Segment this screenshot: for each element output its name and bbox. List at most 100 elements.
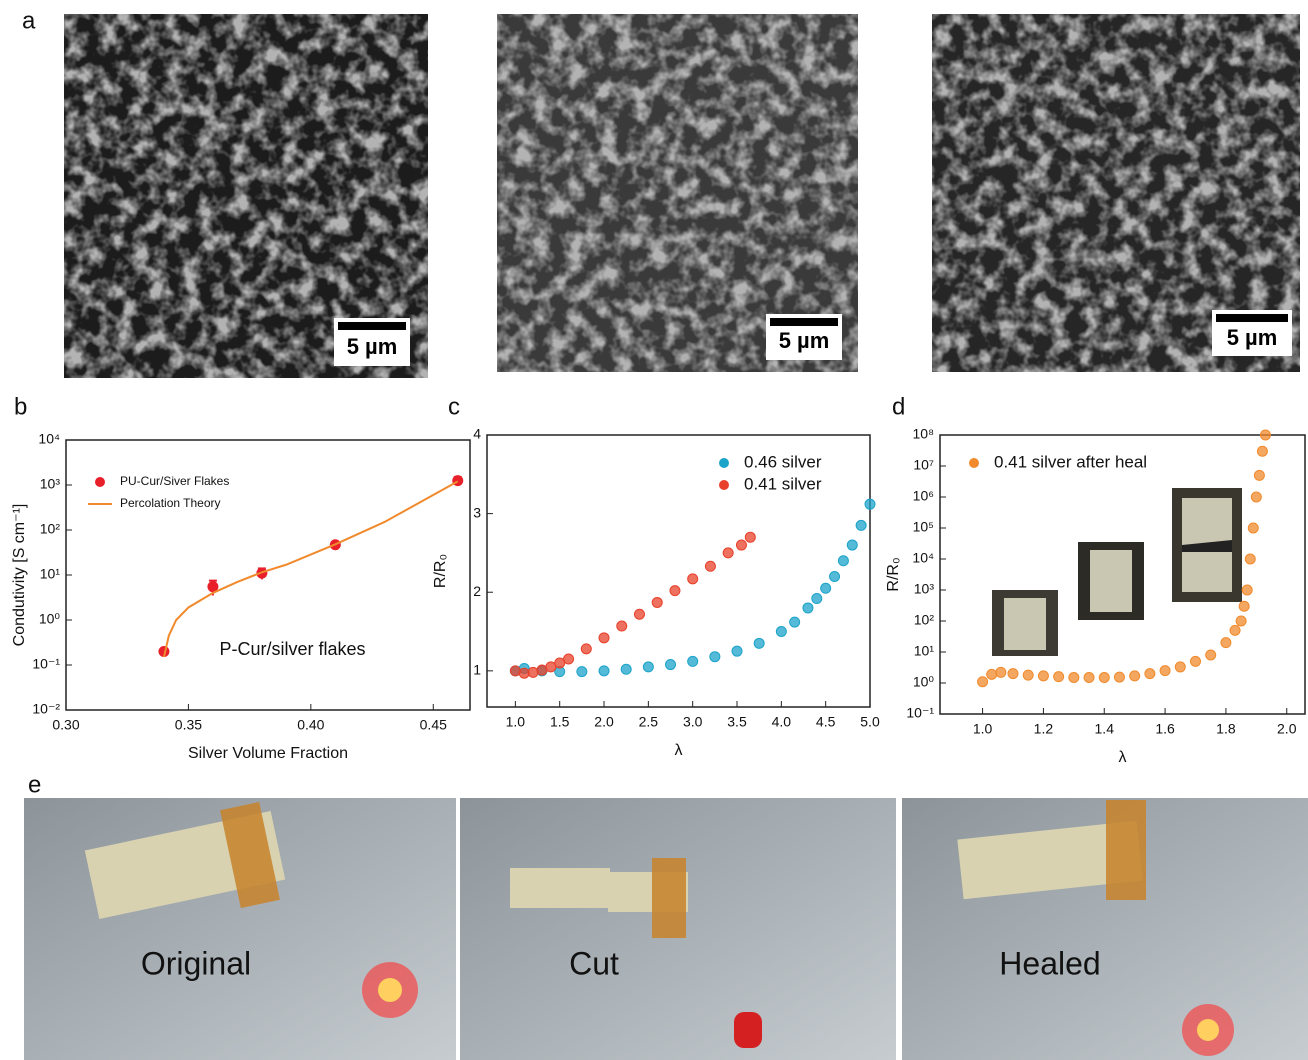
point xyxy=(856,520,866,530)
point xyxy=(1221,638,1231,648)
photo-label: Cut xyxy=(569,945,619,981)
y-tick-label: 10¹ xyxy=(40,566,61,582)
point xyxy=(1257,446,1267,456)
x-tick-label: 2.5 xyxy=(639,714,659,730)
legend-label: 0.41 silver xyxy=(744,474,822,493)
x-tick-label: 1.2 xyxy=(1034,721,1054,737)
panel-label: d xyxy=(892,393,905,420)
legend-marker xyxy=(95,477,105,487)
point xyxy=(1251,492,1261,502)
point xyxy=(865,499,875,509)
y-tick-label: 10² xyxy=(914,612,935,628)
x-tick-label: 5.0 xyxy=(860,714,880,730)
point xyxy=(1230,625,1240,635)
point xyxy=(705,561,715,571)
x-tick-label: 4.0 xyxy=(772,714,792,730)
point xyxy=(1023,670,1033,680)
point xyxy=(1099,673,1109,683)
figure: a 5 µm 5 µm 5 µm b c d e Original Cut He… xyxy=(0,0,1308,1060)
point xyxy=(1069,673,1079,683)
x-tick-label: 0.40 xyxy=(297,717,324,733)
y-tick-label: 2 xyxy=(473,583,481,599)
point xyxy=(564,654,574,664)
x-tick-label: 1.0 xyxy=(506,714,526,730)
point xyxy=(987,669,997,679)
point xyxy=(1175,662,1185,672)
x-tick-label: 3.5 xyxy=(727,714,747,730)
x-tick-label: 1.6 xyxy=(1155,721,1175,737)
point xyxy=(1242,585,1252,595)
legend-label: 0.41 silver after heal xyxy=(994,452,1147,471)
point xyxy=(1145,669,1155,679)
point xyxy=(581,644,591,654)
point xyxy=(838,556,848,566)
legend-label: Percolation Theory xyxy=(120,496,221,510)
photos: Original Cut Healed xyxy=(24,798,1308,1060)
y-tick-label: 10⁻¹ xyxy=(32,656,60,672)
y-tick-label: 10⁰ xyxy=(39,611,61,627)
point xyxy=(723,548,733,558)
x-tick-label: 4.5 xyxy=(816,714,836,730)
x-tick-label: 0.45 xyxy=(420,717,447,733)
point xyxy=(736,540,746,550)
y-axis-label: Condutivity [S cm⁻¹] xyxy=(11,504,28,647)
inset-sample xyxy=(1004,598,1046,650)
point xyxy=(208,582,218,592)
y-tick-label: 10² xyxy=(40,521,61,537)
point xyxy=(621,664,631,674)
x-axis-label: λ xyxy=(1119,749,1127,766)
legend-marker xyxy=(969,458,979,468)
point xyxy=(599,666,609,676)
scale-bar xyxy=(770,318,838,326)
point xyxy=(1054,672,1064,682)
y-axis-label: R/R₀ xyxy=(432,554,449,588)
point xyxy=(745,532,755,542)
point xyxy=(1130,671,1140,681)
x-axis-label: λ xyxy=(675,742,683,759)
x-tick-label: 1.8 xyxy=(1216,721,1236,737)
x-tick-label: 0.30 xyxy=(52,717,79,733)
scale-bar xyxy=(338,322,406,330)
scale-label: 5 µm xyxy=(779,328,830,353)
y-tick-label: 10³ xyxy=(40,476,61,492)
x-tick-label: 2.0 xyxy=(594,714,614,730)
panel-label: b xyxy=(14,393,27,420)
point xyxy=(1114,672,1124,682)
panel-label: a xyxy=(22,7,36,34)
point xyxy=(599,633,609,643)
y-tick-label: 3 xyxy=(473,504,481,520)
annotation: P-Cur/silver flakes xyxy=(220,639,366,659)
point xyxy=(666,660,676,670)
legend-label: 0.46 silver xyxy=(744,452,822,471)
point xyxy=(978,677,988,687)
photo-label: Original xyxy=(141,945,251,981)
point xyxy=(1084,673,1094,683)
point xyxy=(812,594,822,604)
point xyxy=(1239,601,1249,611)
point xyxy=(670,586,680,596)
y-tick-label: 10⁵ xyxy=(913,519,934,535)
foil xyxy=(510,868,610,908)
y-tick-label: 10⁴ xyxy=(38,431,60,447)
point xyxy=(1236,616,1246,626)
sem-images: 5 µm 5 µm 5 µm xyxy=(64,14,1300,378)
scale-label: 5 µm xyxy=(347,334,398,359)
y-tick-label: 10⁴ xyxy=(912,550,934,566)
point xyxy=(803,603,813,613)
point xyxy=(1248,523,1258,533)
point xyxy=(617,621,627,631)
point xyxy=(1191,656,1201,666)
point xyxy=(643,662,653,672)
scale-bar xyxy=(1216,314,1288,322)
legend-marker xyxy=(719,458,729,468)
point xyxy=(688,656,698,666)
y-tick-label: 10⁻² xyxy=(32,701,60,717)
tape xyxy=(1106,800,1146,900)
y-tick-label: 10⁻¹ xyxy=(906,705,934,721)
point xyxy=(790,617,800,627)
x-tick-label: 3.0 xyxy=(683,714,703,730)
point xyxy=(776,627,786,637)
point xyxy=(821,583,831,593)
point xyxy=(1206,650,1216,660)
inset-sample xyxy=(1090,550,1132,612)
